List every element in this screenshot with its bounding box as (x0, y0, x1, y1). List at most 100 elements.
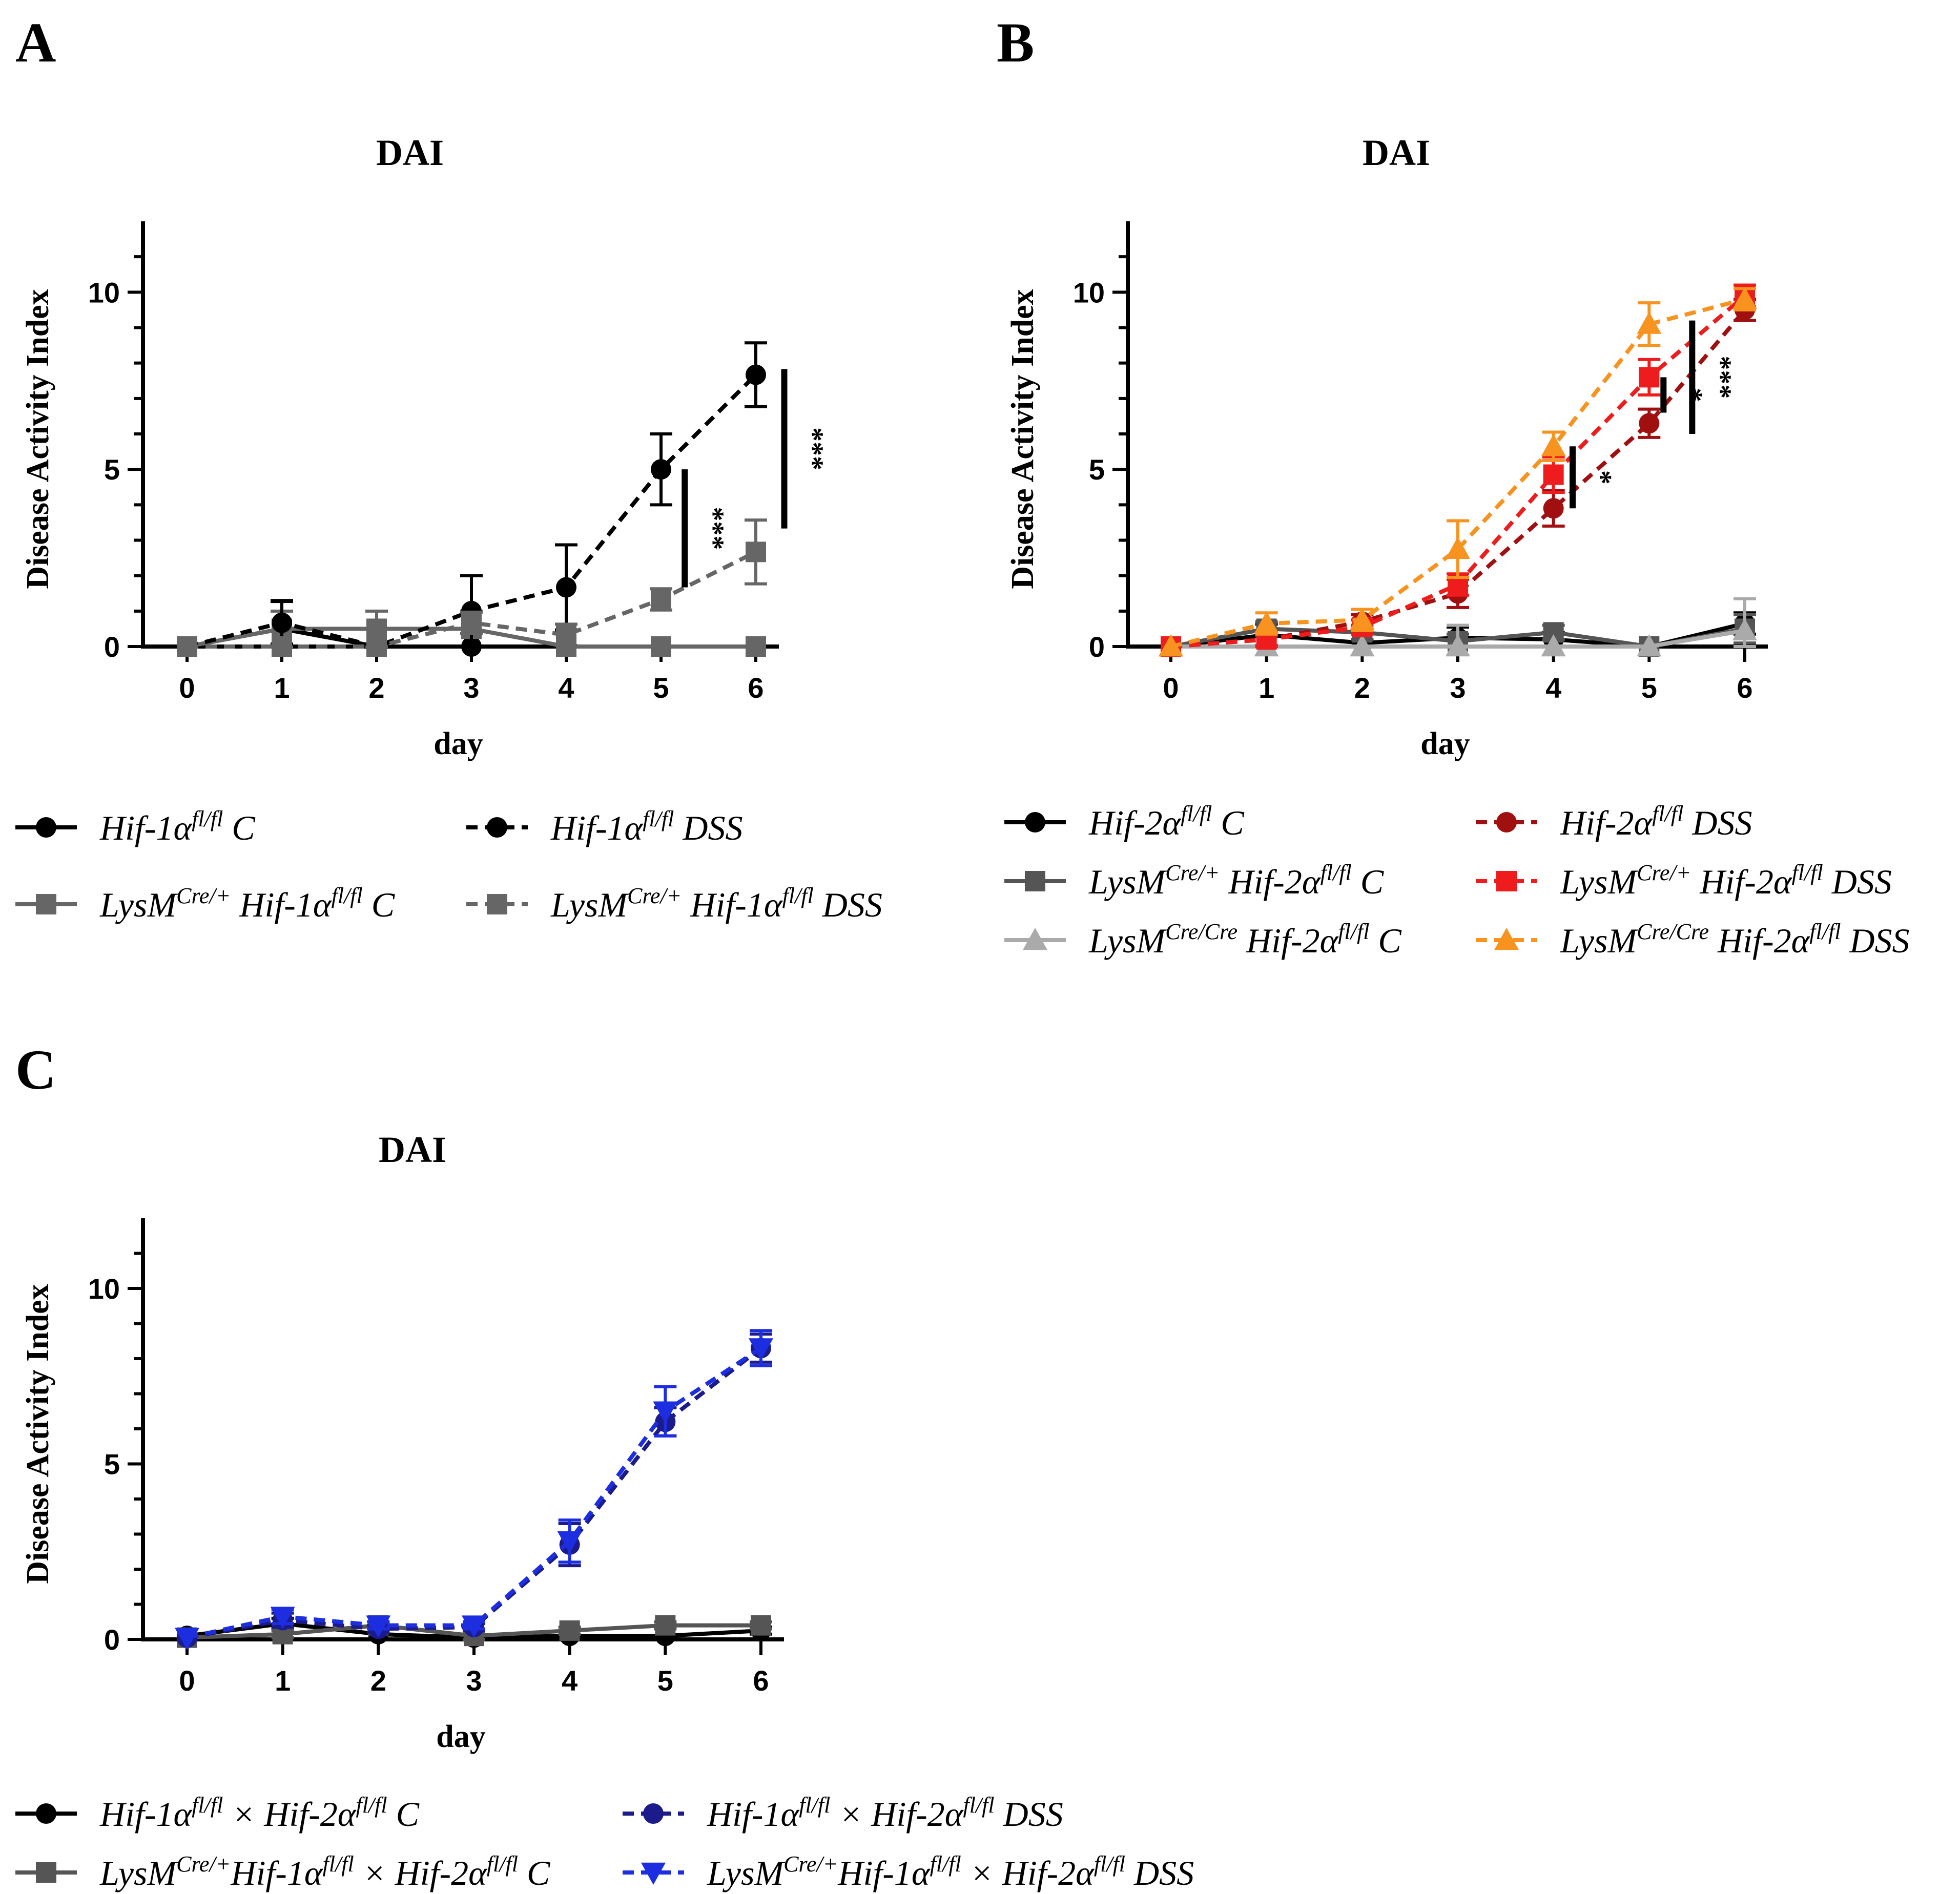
y-tick-label: 10 (1073, 276, 1105, 308)
legend-label: LysMCre/+ Hif-2αfl/fl C (1088, 860, 1384, 901)
legend-label: Hif-2αfl/fl C (1088, 801, 1244, 842)
legend-label: LysMCre/+ Hif-1αfl/fl DSS (550, 883, 882, 924)
data-point (749, 1338, 773, 1361)
x-tick-label: 4 (558, 672, 574, 704)
series-4 (177, 518, 767, 657)
data-point (272, 636, 292, 657)
series-6 (1159, 287, 1757, 657)
legend-text-part: Hif-1α (550, 808, 644, 847)
data-point (1541, 634, 1566, 657)
data-point (653, 1401, 678, 1424)
x-tick-label: 3 (1450, 672, 1466, 704)
legend-superscript: fl/fl (192, 806, 223, 831)
legend-superscript: Cre/Cre (1165, 919, 1237, 944)
legend-superscript: Cre/+ (176, 883, 231, 908)
legend-text-part: Hif-2α (1237, 921, 1339, 960)
data-point (1637, 634, 1662, 657)
legend-text-part: DSS (1841, 921, 1909, 960)
legend-text-part: Hif-2α (1709, 921, 1810, 960)
legend-swatch-marker (36, 817, 56, 838)
x-tick-label: 0 (1163, 672, 1179, 704)
data-point (272, 612, 292, 633)
x-tick-label: 5 (657, 1664, 673, 1697)
legend-text-part: Hif-1α (707, 1795, 800, 1834)
legend-text-part: C (223, 808, 255, 847)
series-3 (177, 1333, 772, 1648)
x-tick-label: 3 (463, 672, 479, 704)
data-point (1350, 634, 1375, 657)
legend-superscript: fl/fl (487, 1851, 518, 1877)
legend-swatch-marker (643, 1803, 664, 1824)
y-tick-label: 5 (104, 453, 120, 486)
data-point (175, 1628, 199, 1650)
series-3 (177, 341, 767, 657)
panel-letter: C (15, 1038, 56, 1101)
data-point (270, 1607, 295, 1629)
y-tick-label: 0 (1089, 631, 1105, 663)
panel-a: A DAI 0 5 10 0 1 2 3 4 5 6 day Disease Activity Index… (15, 11, 882, 924)
data-point (462, 1615, 486, 1638)
legend-text-part: DSS (1125, 1854, 1194, 1892)
legend-superscript: Cre/+ (783, 1851, 838, 1877)
x-axis-label: day (436, 1719, 485, 1754)
legend-swatch-marker (1496, 812, 1517, 832)
legend-label: LysMCre/Cre Hif-2αfl/fl DSS (1560, 919, 1910, 960)
panel-letter: B (997, 11, 1034, 74)
legend-item: LysMCre/+ Hif-2αfl/fl C (1004, 860, 1384, 901)
legend-text-part: LysM (550, 885, 629, 924)
data-point (651, 636, 671, 657)
legend-text-part: × Hif-2α (961, 1854, 1095, 1892)
legend-superscript: fl/fl (323, 1851, 354, 1877)
data-point (461, 612, 482, 633)
legend-swatch-marker (36, 894, 56, 914)
series-line (187, 1346, 762, 1640)
legend-text-part: × Hif-2α (830, 1795, 963, 1834)
x-tick-label: 3 (466, 1664, 482, 1697)
legend-label: Hif-1αfl/fl × Hif-2αfl/fl C (99, 1793, 420, 1834)
legend-label: Hif-1αfl/fl × Hif-2αfl/fl DSS (707, 1793, 1063, 1834)
data-point (366, 636, 387, 657)
data-point (366, 1615, 391, 1638)
data-point (751, 1615, 771, 1636)
data-point (1254, 611, 1279, 634)
series-4 (1161, 298, 1756, 657)
legend-superscript: fl/fl (332, 883, 363, 908)
series-4 (175, 1329, 773, 1650)
legend-label: LysMCre/+ Hif-2αfl/fl DSS (1560, 860, 1892, 901)
data-point (1446, 536, 1470, 559)
legend-text-part: LysM (707, 1854, 785, 1892)
legend-text-part: × Hif-2α (223, 1795, 356, 1834)
legend-text-part: C (518, 1854, 550, 1892)
data-point (651, 589, 671, 610)
legend-superscript: fl/fl (799, 1793, 830, 1818)
legend-swatch-marker (641, 1862, 666, 1885)
legend-superscript: fl/fl (1652, 801, 1683, 826)
data-point (1732, 618, 1757, 641)
legend-text-part: × Hif-2α (354, 1854, 487, 1892)
y-tick-label: 0 (104, 1624, 120, 1656)
legend-superscript: fl/fl (643, 806, 674, 831)
legend-text-part: DSS (1683, 803, 1752, 842)
legend-item: LysMCre/+Hif-1αfl/fl × Hif-2αfl/fl DSS (623, 1851, 1194, 1892)
legend-text-part: DSS (1823, 862, 1892, 901)
legend-item: LysMCre/Cre Hif-2αfl/fl C (1004, 919, 1401, 960)
legend-text-part: LysM (99, 1854, 178, 1892)
y-tick-label: 5 (104, 1448, 120, 1481)
data-point (1446, 634, 1470, 657)
legend-swatch-marker (1025, 812, 1045, 832)
data-point (1541, 434, 1566, 456)
legend-superscript: fl/fl (1792, 860, 1823, 885)
legend-swatch-marker (1496, 871, 1517, 891)
legend-item: LysMCre/+Hif-1αfl/fl × Hif-2αfl/fl C (15, 1851, 550, 1892)
legend-text-part: Hif-2α (1088, 803, 1182, 842)
legend-item: LysMCre/+ Hif-2αfl/fl DSS (1476, 860, 1892, 901)
data-point (366, 618, 387, 639)
legend: Hif-1αfl/fl × Hif-2αfl/fl C Hif-1αfl/fl ×… (15, 1793, 1194, 1892)
legend-text-part: C (1212, 803, 1244, 842)
x-tick-label: 1 (1258, 672, 1274, 704)
legend-superscript: fl/fl (1181, 801, 1212, 826)
legend-superscript: fl/fl (1094, 1851, 1125, 1877)
legend-superscript: fl/fl (963, 1793, 994, 1818)
data-point (651, 459, 671, 480)
legend-superscript: Cre/+ (176, 1851, 231, 1877)
